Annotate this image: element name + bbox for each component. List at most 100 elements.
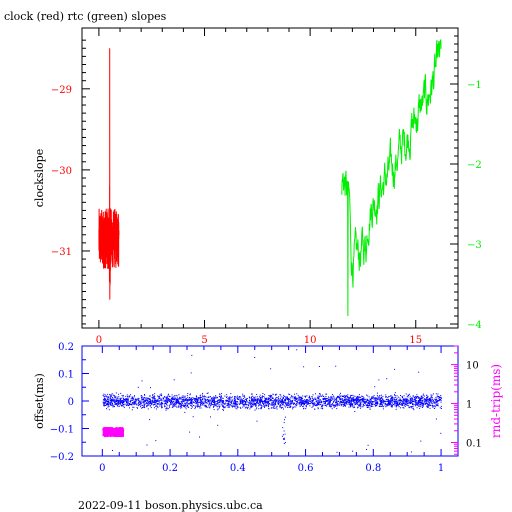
offset-point — [265, 401, 267, 403]
offset-point — [141, 397, 143, 399]
footer-caption: 2022-09-11 boson.physics.ubc.ca — [78, 499, 263, 512]
offset-point — [436, 395, 438, 397]
offset-point — [426, 400, 428, 402]
offset-point — [111, 404, 113, 406]
offset-point — [358, 400, 360, 402]
offset-point — [279, 397, 281, 399]
offset-point — [355, 400, 357, 402]
offset-point — [324, 402, 326, 403]
offset-point — [115, 400, 117, 402]
offset-point — [113, 394, 115, 396]
offset-point — [113, 400, 115, 401]
offset-point — [266, 402, 268, 404]
offset-point — [172, 401, 174, 403]
offset-point — [105, 402, 107, 404]
offset-point — [192, 397, 194, 399]
offset-point — [235, 407, 237, 409]
offset-point — [292, 403, 294, 404]
offset-point — [343, 400, 345, 402]
offset-point — [169, 401, 171, 403]
offset-point — [113, 401, 115, 403]
offset-point — [147, 408, 149, 410]
offset-point — [130, 398, 132, 400]
offset-point — [230, 393, 232, 395]
offset-point — [416, 404, 418, 406]
offset-point — [387, 400, 389, 402]
offset-point — [197, 399, 199, 401]
offset-point — [388, 401, 390, 403]
offset-point — [312, 394, 314, 396]
offset-point — [148, 402, 150, 404]
offset-point — [176, 397, 178, 399]
rndtrip-point — [116, 431, 119, 434]
slopes-y-tick-label: −31 — [51, 247, 72, 258]
offset-point — [319, 393, 321, 395]
offset-point — [231, 399, 233, 401]
offset-point — [196, 396, 198, 397]
offset-point — [419, 398, 421, 400]
offset-point — [115, 403, 117, 405]
offset-point — [157, 395, 159, 397]
offset-point — [104, 399, 106, 401]
offset-point — [322, 399, 324, 400]
offset-point — [382, 401, 384, 403]
offset-point — [120, 405, 122, 406]
offset-point — [192, 401, 194, 403]
offset-point — [260, 400, 262, 402]
offset-point — [150, 401, 152, 403]
offset-point — [377, 396, 379, 398]
offset-point — [214, 397, 216, 399]
offset-point — [415, 400, 417, 401]
offset-point — [236, 397, 238, 399]
offset-point — [401, 404, 403, 406]
offset-point — [299, 403, 301, 405]
rndtrip-point — [120, 428, 122, 430]
offset-point — [184, 406, 186, 408]
offset-point — [130, 394, 131, 396]
offset-point — [171, 394, 173, 396]
offset-point — [296, 393, 298, 395]
offset-point — [430, 398, 432, 400]
rndtrip-point — [116, 433, 118, 435]
offset-point — [273, 407, 275, 409]
offset-point — [243, 404, 245, 406]
offset-point — [430, 401, 432, 403]
offset-point — [406, 399, 408, 401]
offset-point — [305, 406, 307, 408]
offset-point — [338, 397, 340, 399]
offset-point — [258, 399, 260, 401]
offset-point — [240, 396, 242, 398]
offset-point — [371, 396, 373, 398]
offset-point — [152, 394, 153, 396]
offset-point — [254, 403, 256, 405]
offset-point — [340, 401, 342, 402]
rndtrip-point — [121, 431, 124, 434]
offset-point — [178, 402, 180, 403]
offset-point — [201, 397, 203, 398]
offset-point — [431, 403, 433, 405]
offset-point — [117, 397, 119, 399]
offset-point — [319, 399, 321, 401]
offset-point — [152, 402, 154, 404]
offset-point — [324, 399, 326, 400]
offset-point — [242, 404, 244, 406]
offset-point — [331, 408, 333, 410]
offset-point — [367, 405, 369, 406]
offset-point — [384, 404, 386, 406]
offset-point — [222, 404, 224, 406]
offset-point — [260, 407, 262, 409]
offset-point — [317, 408, 319, 410]
offset-point — [253, 396, 255, 398]
offset-point — [295, 398, 297, 399]
offset-point — [159, 396, 160, 398]
offset-point — [325, 401, 327, 402]
rndtrip-point — [118, 434, 120, 437]
rndtrip-point — [109, 434, 112, 437]
offset-point — [159, 405, 161, 407]
offset-point — [289, 404, 291, 406]
offset-point — [168, 405, 170, 407]
offset-point — [238, 403, 240, 405]
offset-point — [427, 403, 429, 405]
offset-point — [429, 401, 431, 402]
offset-point — [258, 398, 260, 400]
